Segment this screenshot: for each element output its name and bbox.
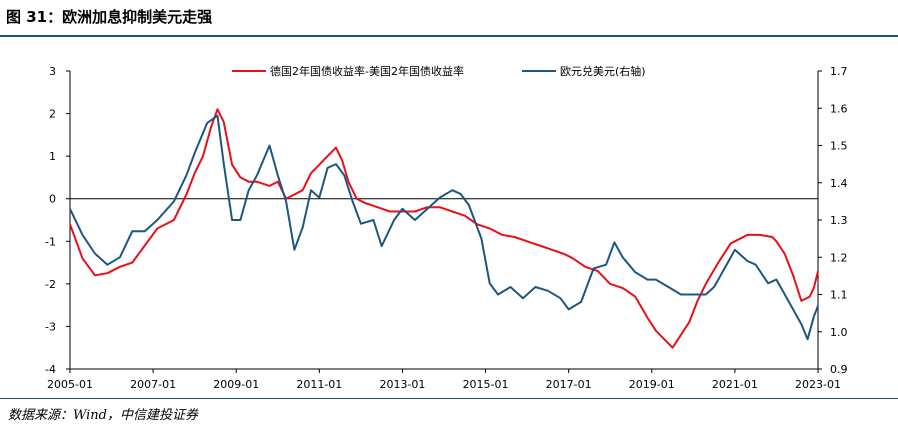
left-tick-label: 2: [49, 108, 56, 121]
x-tick-label: 2007-01: [130, 378, 176, 391]
title-rule: [0, 35, 898, 37]
left-tick-label: -3: [45, 320, 56, 333]
axes-layer: [69, 71, 819, 370]
left-tick-label: -2: [45, 278, 56, 291]
right-tick-label: 1.2: [830, 251, 848, 264]
legend-label: 德国2年国债收益率-美国2年国债收益率: [270, 64, 464, 78]
legend: 德国2年国债收益率-美国2年国债收益率 欧元兑美元(右轴): [232, 64, 646, 78]
left-tick-label: 1: [49, 150, 56, 163]
x-tick-label: 2009-01: [213, 378, 259, 391]
figure-title: 图 31：欧洲加息抑制美元走强: [6, 8, 213, 26]
x-tick-label: 2021-01: [712, 378, 758, 391]
source-note: 数据来源：Wind，中信建投证券: [8, 408, 198, 423]
x-tick-label: 2015-01: [463, 378, 509, 391]
left-tick-label: 0: [49, 193, 56, 206]
x-axis-ticks: 2005-01 2007-01 2009-01 2011-01 2013-01 2015-…: [47, 369, 841, 391]
left-tick-label: 3: [49, 65, 56, 78]
right-tick-label: 1.1: [830, 289, 848, 302]
legend-label: 欧元兑美元(右轴): [560, 64, 646, 78]
right-tick-label: 1.7: [830, 65, 848, 78]
x-tick-label: 2013-01: [379, 378, 425, 391]
right-tick-label: 1.5: [830, 140, 848, 153]
footer-rule: [0, 398, 898, 399]
right-tick-label: 0.9: [830, 363, 848, 376]
line-chart: 3 2 1 0 -1 -2 -3 -4 1.7 1.6 1.5 1.4 1.3 1.2 1.1 1.0 0.9…: [45, 64, 848, 391]
left-axis-ticks: 3 2 1 0 -1 -2 -3 -4: [45, 65, 70, 376]
series-layer: [69, 108, 819, 349]
right-tick-label: 1.3: [830, 214, 848, 227]
x-tick-label: 2017-01: [546, 378, 592, 391]
x-tick-label: 2011-01: [296, 378, 342, 391]
left-tick-label: -1: [45, 235, 56, 248]
right-tick-label: 1.6: [830, 102, 848, 115]
x-tick-label: 2023-01: [795, 378, 841, 391]
x-tick-label: 2005-01: [47, 378, 93, 391]
series-line-left: [69, 108, 819, 349]
series-line-right: [69, 114, 819, 341]
left-tick-label: -4: [45, 363, 56, 376]
right-tick-label: 1.4: [830, 177, 848, 190]
x-tick-label: 2019-01: [629, 378, 675, 391]
right-axis-ticks: 1.7 1.6 1.5 1.4 1.3 1.2 1.1 1.0 0.9: [818, 65, 848, 376]
right-tick-label: 1.0: [830, 326, 848, 339]
